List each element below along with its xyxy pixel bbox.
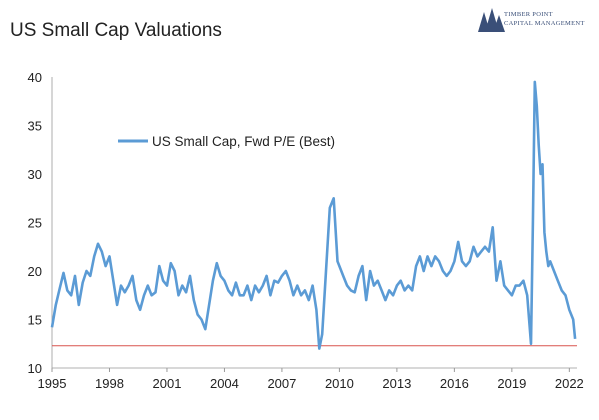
y-axis-ticks: 10 15 20 25 30 35 40	[28, 70, 42, 376]
timber-point-logo	[478, 8, 505, 32]
logo-text: TIMBER POINT CAPITAL MANAGEMENT	[504, 10, 585, 28]
logo-line-2: CAPITAL MANAGEMENT	[504, 20, 585, 27]
tree-icon	[478, 8, 505, 32]
logo-line-1: TIMBER POINT	[504, 11, 553, 18]
legend-label: US Small Cap, Fwd P/E (Best)	[152, 134, 335, 149]
y-tick-label: 35	[28, 119, 42, 134]
x-tick-label: 2022	[555, 376, 584, 391]
y-tick-label: 25	[28, 216, 42, 231]
legend: US Small Cap, Fwd P/E (Best)	[118, 134, 335, 149]
x-tick-label: 1998	[95, 376, 124, 391]
x-tick-label: 2007	[267, 376, 296, 391]
x-axis-ticks: 1995 1998 2001 2004 2007 2010 2013 2016 2019 2022	[38, 368, 584, 391]
y-tick-label: 40	[28, 70, 42, 85]
x-tick-label: 2004	[210, 376, 239, 391]
x-tick-label: 2010	[325, 376, 354, 391]
y-tick-label: 10	[28, 361, 42, 376]
x-tick-label: 1995	[38, 376, 67, 391]
y-tick-label: 30	[28, 167, 42, 182]
x-tick-label: 2013	[382, 376, 411, 391]
x-tick-label: 2016	[440, 376, 469, 391]
series-line	[50, 80, 577, 350]
chart-title: US Small Cap Valuations	[10, 20, 222, 41]
y-tick-label: 15	[28, 313, 42, 328]
y-tick-label: 20	[28, 264, 42, 279]
x-tick-label: 2001	[153, 376, 182, 391]
x-tick-label: 2019	[497, 376, 526, 391]
